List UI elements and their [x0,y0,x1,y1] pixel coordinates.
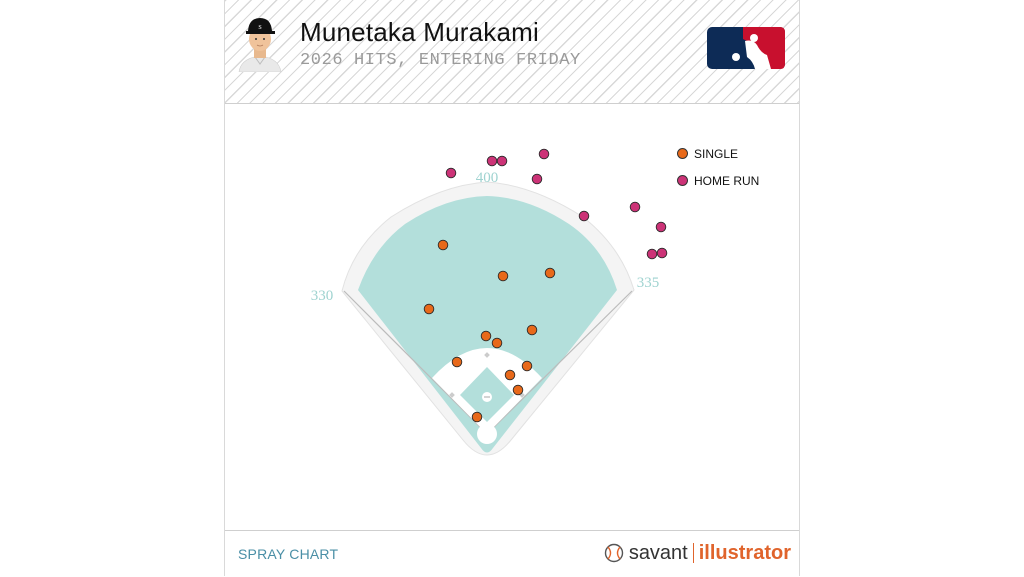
brand-savant: savant [628,541,688,564]
hit-point-single-2 [497,270,509,282]
legend-label-single: SINGLE [694,146,739,161]
player-headshot-icon: S [238,18,282,72]
footer: SPRAY CHART savant illustrator [225,530,799,577]
hit-point-single-12 [471,411,483,423]
distance-label-right: 335 [637,275,660,291]
hit-point-home-run-7 [629,201,641,213]
legend-dot-home-run [677,175,688,186]
spray-chart-label: SPRAY CHART [238,546,339,562]
distance-label-center: 400 [476,170,499,186]
legend-dot-single [677,148,688,159]
chart-subtitle: 2026 HITS, ENTERING FRIDAY [300,51,581,70]
hit-point-home-run-4 [538,148,550,160]
right-foul-line [486,290,633,435]
hit-point-home-run-10 [656,247,668,259]
hit-point-single-8 [451,356,463,368]
header: S Munetaka Murakami 2026 HITS, ENTERING … [225,0,799,104]
savant-illustrator-brand: savant illustrator [604,540,791,566]
player-name: Munetaka Murakami [300,17,539,47]
brand-divider [692,543,694,563]
svg-text:S: S [258,25,261,31]
outfield-grass [358,196,617,453]
hit-point-single-11 [512,384,524,396]
hit-point-home-run-3 [496,155,508,167]
hit-point-home-run-9 [646,248,658,260]
distance-label-left: 330 [311,288,334,304]
hit-point-single-9 [521,360,533,372]
chart-legend: SINGLE HOME RUN [677,140,759,194]
hit-point-single-5 [526,324,538,336]
hit-point-single-3 [544,267,556,279]
hit-point-single-7 [491,337,503,349]
baseball-icon [604,543,624,563]
hit-point-home-run-5 [531,173,543,185]
mlb-logo-icon [707,27,785,69]
brand-illustrator: illustrator [698,541,791,564]
second-base [484,352,490,358]
baseball-field: 330 400 335 [311,148,668,456]
spray-chart-card: S Munetaka Murakami 2026 HITS, ENTERING … [224,0,800,577]
legend-item-home-run: HOME RUN [677,167,759,194]
hit-point-home-run-1 [445,167,457,179]
hit-point-single-10 [504,369,516,381]
hit-point-single-6 [480,330,492,342]
legend-item-single: SINGLE [677,140,759,167]
hit-point-single-1 [437,239,449,251]
hit-point-home-run-8 [655,221,667,233]
home-plate-area [477,424,497,444]
legend-label-home-run: HOME RUN [694,173,760,188]
hit-point-single-4 [423,303,435,315]
hit-point-home-run-6 [578,210,590,222]
hit-point-home-run-2 [486,155,498,167]
hits-layer [423,148,668,423]
third-base [449,392,455,398]
left-foul-line [343,290,488,435]
